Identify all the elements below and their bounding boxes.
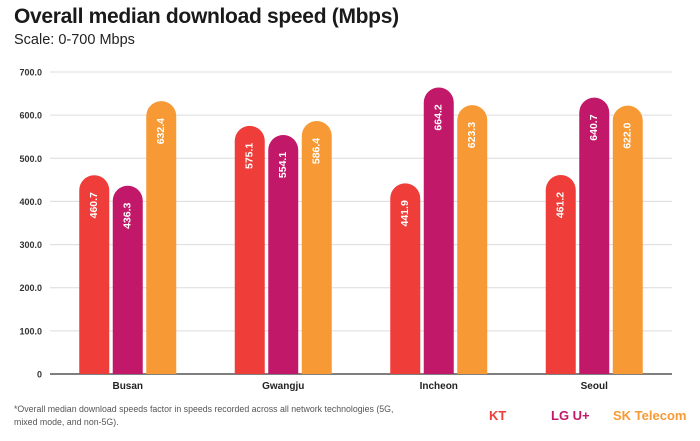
y-tick-label: 700.0 <box>19 68 42 78</box>
bar-kt-gwangju <box>234 125 265 374</box>
y-tick-label: 300.0 <box>19 240 42 250</box>
bar-lg-uplus-busan <box>112 185 143 374</box>
bar-lg-uplus-seoul <box>579 97 610 375</box>
chart-title: Overall median download speed (Mbps) <box>14 5 399 28</box>
y-tick-label: 100.0 <box>19 326 42 336</box>
y-tick-label: 400.0 <box>19 197 42 207</box>
bar-value-label: 460.7 <box>88 192 100 218</box>
bar-value-label: 441.9 <box>399 200 411 226</box>
x-tick-label: Busan <box>112 381 143 392</box>
legend-lg-uplus: LG U+ <box>551 408 590 423</box>
y-tick-label: 200.0 <box>19 283 42 293</box>
bar-kt-busan <box>79 175 110 374</box>
legend-label-lg-uplus: LG U+ <box>551 408 590 423</box>
legend-sk-telecom: SK Telecom <box>613 408 686 423</box>
x-axis-ticks: Busan Gwangju Incheon Seoul <box>112 381 608 392</box>
bar-value-label: 436.3 <box>122 202 134 228</box>
bar-value-label: 554.1 <box>277 152 289 178</box>
bar-value-label: 640.7 <box>588 114 600 140</box>
bar-value-label: 664.2 <box>433 104 445 130</box>
bar-value-label: 622.0 <box>622 122 634 148</box>
y-tick-label: 600.0 <box>19 111 42 121</box>
bar-lg-uplus-gwangju <box>268 134 299 374</box>
legend-kt: KT <box>489 408 506 423</box>
legend-label-sk-telecom: SK Telecom <box>613 408 687 423</box>
legend-label-kt: KT <box>489 408 507 423</box>
bar-value-label: 632.4 <box>155 118 167 144</box>
x-tick-label: Seoul <box>581 381 608 392</box>
bar-sk-telecom-gwangju <box>301 121 332 374</box>
chart-subtitle: Scale: 0-700 Mbps <box>14 32 135 48</box>
x-tick-label: Incheon <box>420 381 458 392</box>
y-tick-label: 500.0 <box>19 154 42 164</box>
bar-value-label: 575.1 <box>244 143 256 169</box>
y-tick-label: 0 <box>37 370 42 380</box>
y-axis-ticks: 0 100.0 200.0 300.0 400.0 500.0 600.0 700.0 <box>19 68 42 380</box>
bar-value-label: 586.4 <box>311 138 323 164</box>
bar-kt-incheon <box>390 183 421 374</box>
bar-sk-telecom-busan <box>146 101 177 374</box>
footnote: *Overall median download speeds factor i… <box>14 404 394 427</box>
bar-value-label: 623.3 <box>466 122 478 148</box>
bar-sk-telecom-incheon <box>457 105 488 374</box>
gridlines <box>50 71 672 375</box>
bar-value-label: 461.2 <box>555 192 567 218</box>
x-tick-label: Gwangju <box>262 381 304 392</box>
bar-kt-seoul <box>545 175 576 374</box>
bar-sk-telecom-seoul <box>612 105 643 375</box>
bars: 460.7 436.3 632.4 575.1 554.1 586.4 441.9 664.2… <box>79 87 643 375</box>
bar-lg-uplus-incheon <box>423 87 454 374</box>
